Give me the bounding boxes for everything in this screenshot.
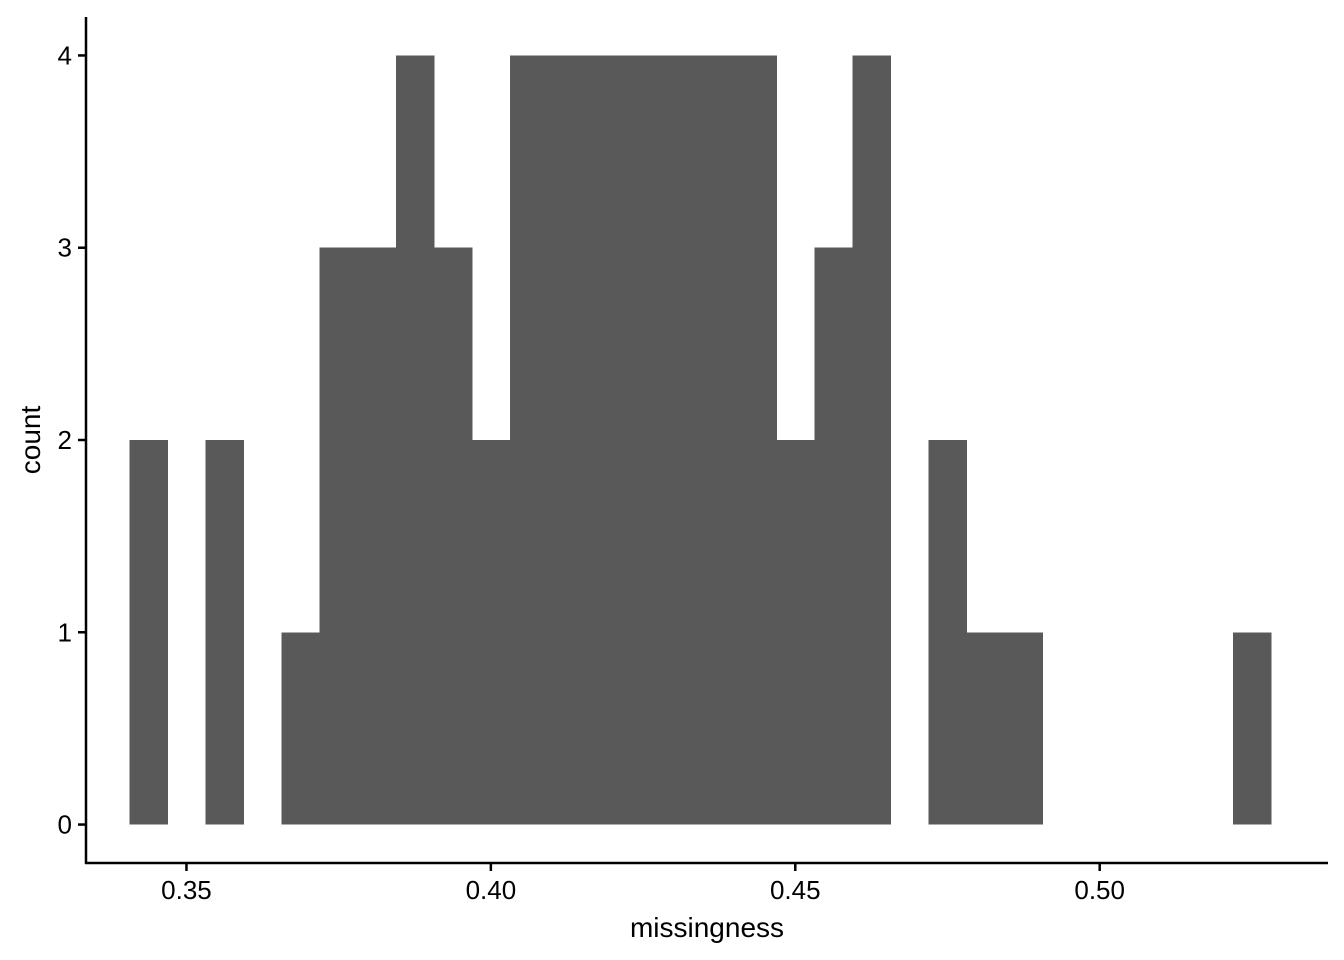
histogram-bar xyxy=(395,55,435,825)
y-tick-label: 4 xyxy=(58,40,72,70)
x-tick-label: 0.35 xyxy=(161,875,212,905)
histogram-bar xyxy=(928,440,968,825)
y-tick-label: 2 xyxy=(58,425,72,455)
histogram-bar xyxy=(700,55,739,825)
histogram-bar xyxy=(547,55,587,825)
y-tick-label: 1 xyxy=(58,617,72,647)
y-axis-title: count xyxy=(15,406,46,475)
histogram-bar xyxy=(1004,632,1044,825)
histogram-bar xyxy=(205,440,245,825)
histogram-bar xyxy=(433,247,473,825)
histogram-bar xyxy=(1232,632,1272,825)
histogram-bar xyxy=(814,247,853,825)
histogram-bar xyxy=(776,440,815,825)
histogram-bar xyxy=(662,55,701,825)
x-tick-label: 0.40 xyxy=(466,875,517,905)
histogram-bar xyxy=(319,247,359,825)
x-axis-title: missingness xyxy=(630,912,784,943)
histogram-bar xyxy=(738,55,777,825)
x-tick-label: 0.45 xyxy=(770,875,821,905)
histogram-bar xyxy=(509,55,549,825)
histogram-bar xyxy=(471,440,511,825)
y-axis-ticks: 0 1 2 3 4 xyxy=(58,40,86,840)
y-tick-label: 3 xyxy=(58,233,72,263)
histogram-bar xyxy=(281,632,321,825)
x-axis-ticks: 0.35 0.40 0.45 0.50 xyxy=(161,863,1125,905)
histogram-bars xyxy=(129,55,1272,825)
histogram-bar xyxy=(624,55,663,825)
histogram-bar xyxy=(966,632,1006,825)
histogram-bar xyxy=(586,55,625,825)
histogram-bar xyxy=(852,55,892,825)
x-tick-label: 0.50 xyxy=(1074,875,1125,905)
y-tick-label: 0 xyxy=(58,810,72,840)
histogram-bar xyxy=(357,247,397,825)
histogram-bar xyxy=(129,440,169,825)
